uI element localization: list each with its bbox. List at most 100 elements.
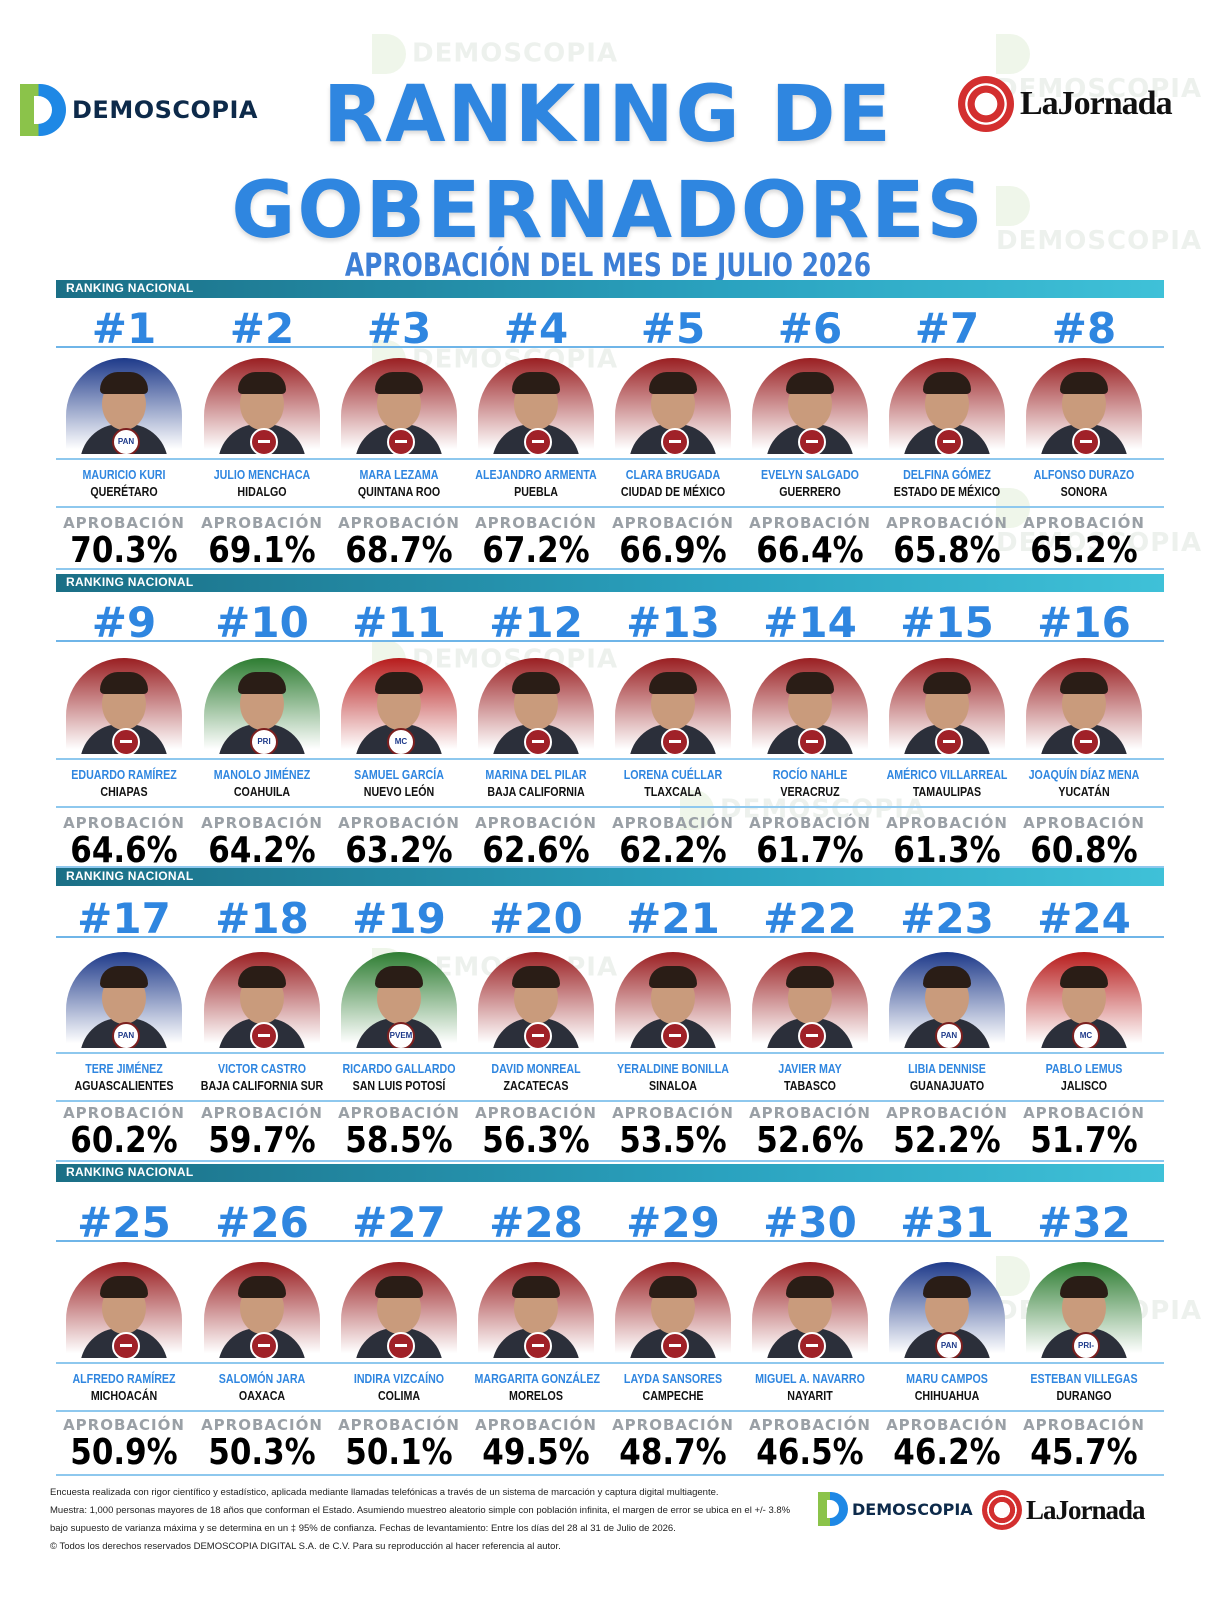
watermark: DEMOSCOPIA — [680, 790, 926, 830]
divider — [56, 1240, 1164, 1242]
party-logo-icon: MC — [387, 728, 415, 754]
governor-silhouette-hair — [375, 966, 423, 988]
approval-label: APROBACIÓN — [1023, 814, 1145, 832]
approval-percentage: 69.1% — [208, 530, 316, 571]
governor-silhouette-hair — [786, 372, 834, 394]
approval-percentage: 51.7% — [1030, 1120, 1138, 1161]
party-logo-icon — [112, 728, 140, 754]
party-logo-icon — [1072, 728, 1100, 754]
approval-percentage: 49.5% — [482, 1432, 590, 1473]
demoscopia-d-icon — [20, 84, 66, 136]
governor-photo — [615, 952, 731, 1048]
governor-photo: PAN — [66, 952, 182, 1048]
party-logo-icon: PAN — [112, 428, 140, 454]
party-logo-icon — [112, 1332, 140, 1358]
governor-name: SALOMÓN JARA — [218, 1371, 306, 1386]
rank-number: #26 — [215, 1198, 309, 1247]
governor-name: MANOLO JIMÉNEZ — [213, 767, 311, 782]
divider — [56, 1100, 1164, 1102]
watermark: DEMOSCOPIA — [996, 186, 1216, 256]
party-logo-icon — [250, 1332, 278, 1358]
methodology-line: Encuesta realizada con rigor científico … — [50, 1487, 719, 1498]
approval-percentage: 68.7% — [345, 530, 453, 571]
governor-state: ESTADO DE MÉXICO — [893, 484, 1001, 499]
governor-name: PABLO LEMUS — [1045, 1061, 1123, 1076]
governor-silhouette-hair — [238, 372, 286, 394]
governor-name: MARGARITA GONZÁLEZ — [474, 1371, 601, 1386]
governor-silhouette-hair — [786, 966, 834, 988]
governor-silhouette-hair — [512, 672, 560, 694]
governor-name: VICTOR CASTRO — [217, 1061, 307, 1076]
approval-label: APROBACIÓN — [886, 514, 1008, 532]
party-logo-icon — [935, 728, 963, 754]
rank-number: #7 — [914, 304, 980, 353]
approval-percentage: 53.5% — [619, 1120, 727, 1161]
approval-label: APROBACIÓN — [475, 1416, 597, 1434]
approval-percentage: 48.7% — [619, 1432, 727, 1473]
governor-name: MARA LEZAMA — [359, 467, 439, 482]
rank-number: #27 — [352, 1198, 446, 1247]
approval-label: APROBACIÓN — [201, 1416, 323, 1434]
governor-silhouette-hair — [375, 1276, 423, 1298]
governor-name: LAYDA SANSORES — [623, 1371, 723, 1386]
governor-name: TERE JIMÉNEZ — [85, 1061, 163, 1076]
rank-number: #20 — [489, 894, 583, 943]
governor-silhouette-hair — [649, 672, 697, 694]
governor-photo — [341, 358, 457, 454]
survey-methodology-note: Encuesta realizada con rigor científico … — [50, 1484, 794, 1556]
divider — [56, 806, 1164, 808]
governor-name: LORENA CUÉLLAR — [623, 767, 723, 782]
governor-silhouette-hair — [100, 672, 148, 694]
ranking-band: RANKING NACIONAL — [56, 868, 1164, 886]
approval-percentage: 59.7% — [208, 1120, 316, 1161]
approval-percentage: 45.7% — [1030, 1432, 1138, 1473]
governor-name: AMÉRICO VILLARREAL — [886, 767, 1008, 782]
governor-photo — [752, 358, 868, 454]
approval-percentage: 70.3% — [70, 530, 178, 571]
governor-name: ALFREDO RAMÍREZ — [72, 1371, 176, 1386]
approval-label: APROBACIÓN — [1023, 514, 1145, 532]
approval-label: APROBACIÓN — [612, 1104, 734, 1122]
governor-photo: PAN — [66, 358, 182, 454]
governor-state: DURANGO — [1056, 1388, 1112, 1403]
demoscopia-d-icon — [818, 1492, 848, 1526]
party-logo-icon — [524, 1022, 552, 1048]
governor-silhouette-hair — [923, 966, 971, 988]
party-logo-icon — [661, 428, 689, 454]
governor-state: SAN LUIS POTOSÍ — [352, 1078, 446, 1093]
party-logo-icon — [387, 1332, 415, 1358]
approval-label: APROBACIÓN — [886, 814, 1008, 832]
governor-name: MARINA DEL PILAR — [485, 767, 587, 782]
divider — [56, 568, 1164, 570]
governor-state: COLIMA — [377, 1388, 421, 1403]
approval-label: APROBACIÓN — [338, 1104, 460, 1122]
governor-state: CAMPECHE — [642, 1388, 704, 1403]
rank-number: #24 — [1037, 894, 1131, 943]
approval-label: APROBACIÓN — [475, 1104, 597, 1122]
divider — [56, 506, 1164, 508]
governor-photo — [889, 358, 1005, 454]
governor-name: ALFONSO DURAZO — [1033, 467, 1135, 482]
party-logo-icon — [250, 428, 278, 454]
governor-state: BAJA CALIFORNIA SUR — [200, 1078, 324, 1093]
governor-photo — [1026, 358, 1142, 454]
governor-silhouette-hair — [923, 372, 971, 394]
approval-label: APROBACIÓN — [475, 814, 597, 832]
approval-label: APROBACIÓN — [201, 814, 323, 832]
governor-state: CHIAPAS — [100, 784, 148, 799]
approval-label: APROBACIÓN — [338, 514, 460, 532]
approval-label: APROBACIÓN — [63, 514, 185, 532]
governor-state: GUERRERO — [779, 484, 841, 499]
governor-name: ESTEBAN VILLEGAS — [1030, 1371, 1138, 1386]
approval-percentage: 58.5% — [345, 1120, 453, 1161]
approval-label: APROBACIÓN — [749, 514, 871, 532]
rank-number: #1 — [91, 304, 157, 353]
rank-number: #13 — [626, 598, 720, 647]
approval-percentage: 46.5% — [756, 1432, 864, 1473]
governor-name: DAVID MONREAL — [491, 1061, 581, 1076]
governor-photo: MC — [341, 658, 457, 754]
party-logo-icon — [798, 728, 826, 754]
copyright-line: © Todos los derechos reservados DEMOSCOP… — [50, 1541, 561, 1552]
approval-label: APROBACIÓN — [612, 1416, 734, 1434]
approval-label: APROBACIÓN — [63, 1104, 185, 1122]
